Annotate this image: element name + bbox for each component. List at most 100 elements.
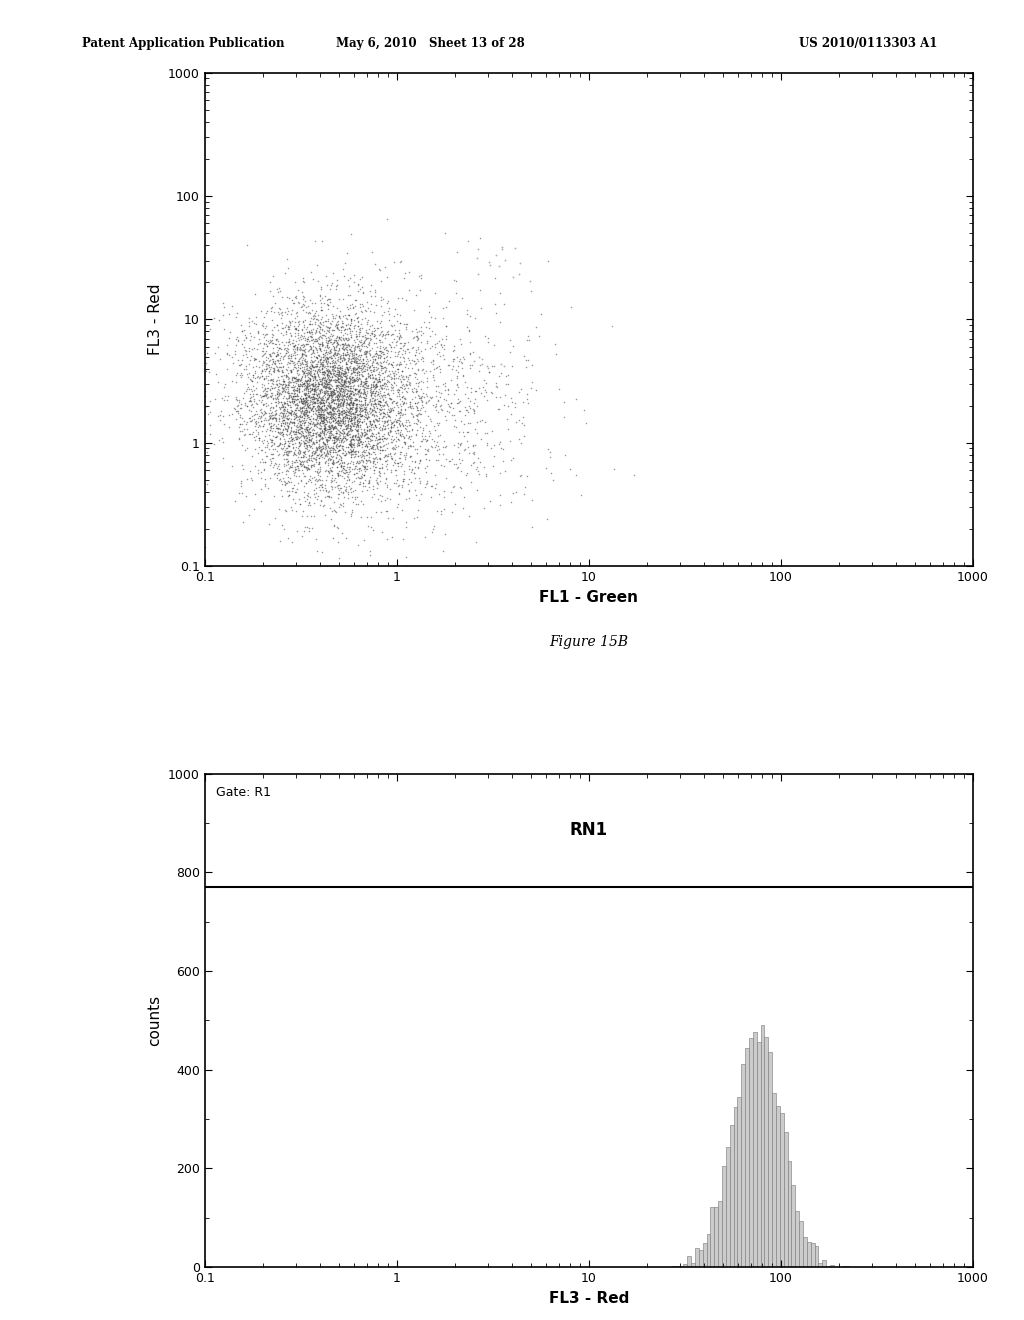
Point — [251, 429, 267, 450]
Point — [264, 385, 281, 407]
Point — [377, 445, 393, 466]
Point — [361, 378, 378, 399]
Point — [346, 403, 362, 424]
Point — [369, 471, 385, 492]
Point — [294, 417, 310, 438]
Point — [312, 389, 329, 411]
Point — [365, 352, 381, 374]
Point — [290, 292, 306, 313]
Point — [300, 421, 316, 442]
Point — [419, 473, 435, 494]
Point — [384, 432, 400, 453]
Point — [303, 450, 319, 471]
Point — [253, 392, 269, 413]
Point — [319, 433, 336, 454]
Point — [311, 412, 328, 433]
Point — [325, 407, 341, 428]
Point — [361, 300, 378, 321]
Point — [477, 381, 494, 403]
Point — [469, 395, 485, 416]
Point — [354, 473, 371, 494]
Point — [324, 414, 340, 436]
Point — [273, 362, 290, 383]
Point — [334, 459, 350, 480]
Point — [287, 367, 303, 388]
Point — [285, 345, 301, 366]
Point — [396, 463, 413, 484]
Point — [578, 412, 594, 433]
Point — [306, 331, 323, 352]
Point — [345, 491, 361, 512]
Point — [343, 446, 359, 467]
Point — [300, 368, 316, 389]
Point — [255, 341, 271, 362]
Point — [319, 347, 336, 368]
Point — [230, 416, 247, 437]
Point — [311, 385, 328, 407]
Point — [435, 480, 452, 502]
Point — [382, 418, 398, 440]
Point — [433, 383, 450, 404]
Point — [366, 371, 382, 392]
Point — [319, 395, 336, 416]
Point — [374, 375, 390, 396]
Point — [341, 393, 357, 414]
Point — [449, 375, 465, 396]
Point — [317, 450, 334, 471]
Point — [384, 449, 400, 470]
Point — [337, 305, 353, 326]
Point — [296, 362, 312, 383]
Point — [395, 388, 412, 409]
Point — [265, 265, 282, 286]
Point — [269, 314, 286, 335]
Point — [278, 463, 294, 484]
Point — [264, 368, 281, 389]
Point — [353, 421, 370, 442]
Point — [317, 409, 334, 430]
Point — [321, 330, 337, 351]
Point — [335, 345, 351, 366]
Point — [347, 457, 364, 478]
Point — [305, 380, 322, 401]
Point — [310, 397, 327, 418]
Point — [307, 384, 324, 405]
Point — [315, 367, 332, 388]
Point — [344, 393, 360, 414]
Point — [280, 404, 296, 425]
Point — [331, 424, 347, 445]
Point — [285, 366, 301, 387]
Point — [340, 371, 356, 392]
Point — [315, 434, 332, 455]
Point — [286, 411, 302, 432]
Point — [345, 433, 361, 454]
Point — [256, 429, 272, 450]
Point — [372, 399, 388, 420]
Point — [354, 350, 371, 371]
Point — [489, 399, 506, 420]
Point — [308, 440, 325, 461]
Point — [349, 312, 366, 333]
Point — [290, 315, 306, 337]
Point — [315, 364, 332, 385]
Point — [375, 405, 391, 426]
Point — [351, 385, 368, 407]
Point — [308, 404, 325, 425]
Point — [318, 401, 335, 422]
Point — [307, 337, 324, 358]
Point — [326, 491, 342, 512]
Point — [438, 315, 455, 337]
Point — [477, 463, 494, 484]
Point — [321, 384, 337, 405]
Point — [325, 296, 341, 317]
Point — [336, 384, 352, 405]
Point — [314, 407, 331, 428]
Point — [301, 384, 317, 405]
Point — [382, 364, 398, 385]
Point — [299, 436, 315, 457]
Point — [316, 356, 333, 378]
Point — [260, 378, 276, 399]
Point — [338, 418, 354, 440]
Point — [306, 363, 323, 384]
Point — [301, 429, 317, 450]
Point — [408, 362, 424, 383]
